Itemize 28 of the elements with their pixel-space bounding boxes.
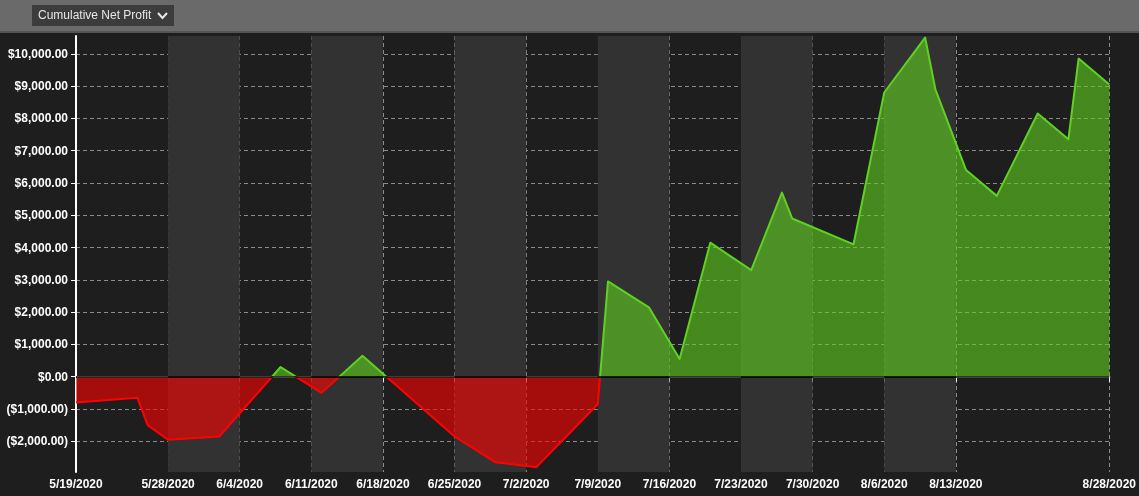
y-tick-label: $9,000.00 bbox=[14, 79, 69, 94]
x-tick-label: 7/16/2020 bbox=[642, 477, 697, 491]
y-tick-label: ($1,000.00) bbox=[6, 402, 68, 417]
x-tick-label: 6/11/2020 bbox=[284, 477, 338, 491]
y-tick-label: $8,000.00 bbox=[14, 111, 69, 126]
y-tick-label: $4,000.00 bbox=[14, 240, 69, 255]
chart-title: Cumulative Net Profit bbox=[38, 7, 152, 24]
x-tick-label: 6/18/2020 bbox=[356, 477, 410, 491]
x-tick-label: 7/9/2020 bbox=[574, 477, 622, 491]
x-tick-label: 6/4/2020 bbox=[216, 477, 264, 491]
x-tick-label: 8/13/2020 bbox=[929, 477, 983, 491]
x-tick-label: 8/6/2020 bbox=[860, 477, 908, 491]
x-tick-label: 7/23/2020 bbox=[714, 477, 769, 491]
x-tick-label: 5/28/2020 bbox=[141, 477, 196, 491]
y-tick-label: $0.00 bbox=[37, 369, 69, 384]
y-tick-label: $3,000.00 bbox=[14, 272, 69, 287]
y-tick-label: $10,000.00 bbox=[7, 46, 69, 61]
x-tick-label: 5/19/2020 bbox=[49, 477, 104, 491]
x-tick-label: 6/25/2020 bbox=[427, 477, 482, 491]
x-tick-label: 7/30/2020 bbox=[785, 477, 840, 491]
y-tick-label: $7,000.00 bbox=[14, 143, 69, 158]
y-tick-label: $1,000.00 bbox=[14, 337, 69, 352]
y-tick-label: ($2,000.00) bbox=[6, 434, 68, 449]
x-tick-label: 7/2/2020 bbox=[502, 477, 550, 491]
x-tick-label: 8/28/2020 bbox=[1082, 477, 1137, 491]
y-tick-label: $6,000.00 bbox=[14, 175, 69, 190]
y-tick-label: $5,000.00 bbox=[14, 208, 69, 223]
y-tick-label: $2,000.00 bbox=[14, 305, 69, 320]
